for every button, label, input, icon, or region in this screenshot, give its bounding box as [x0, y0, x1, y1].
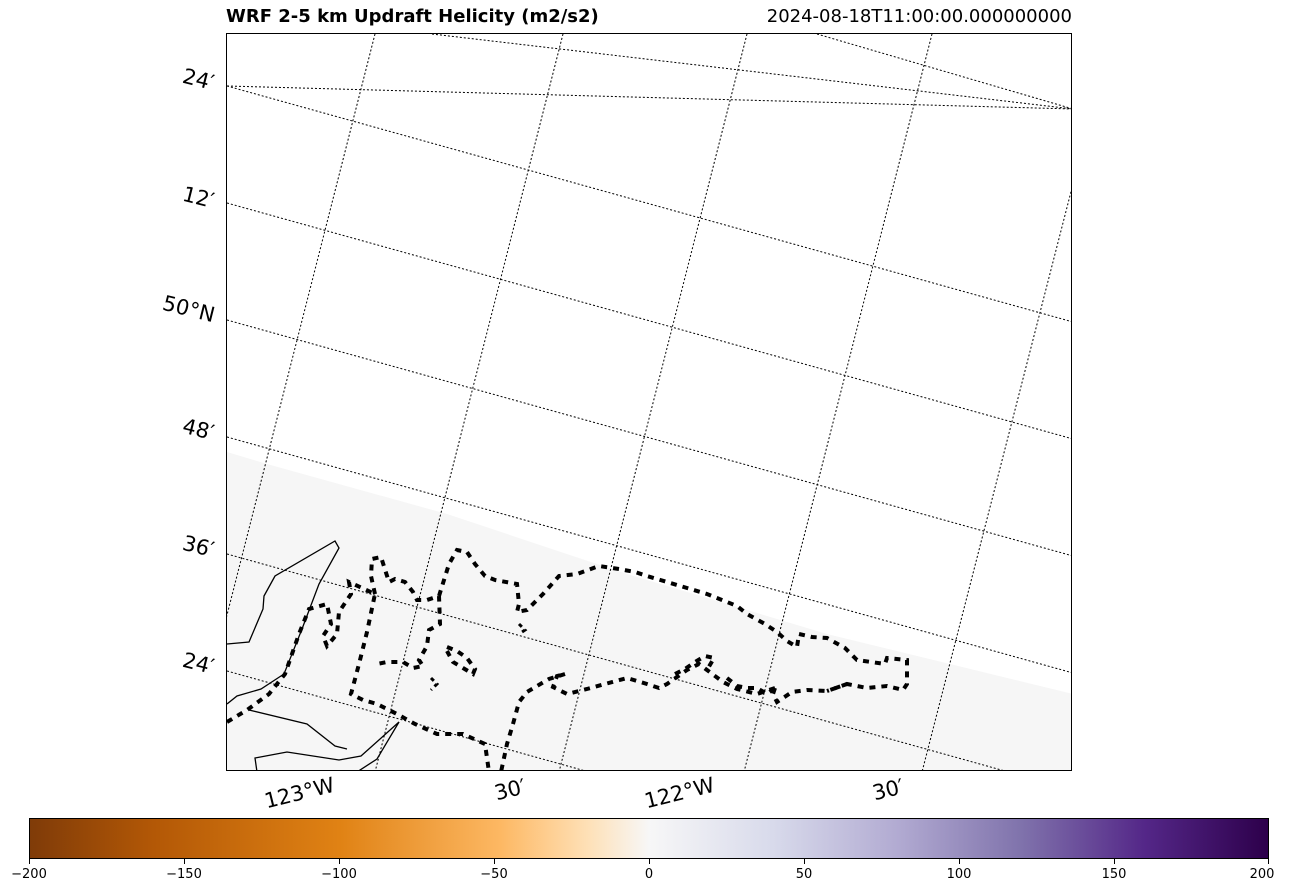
- helicity-field: [227, 452, 1071, 770]
- latitude-gridlines: [227, 34, 1071, 770]
- map-panel[interactable]: [226, 33, 1072, 771]
- island-outline: [429, 622, 528, 692]
- lat-label-5: 36′: [180, 531, 217, 562]
- colorbar-tickmark: [339, 859, 340, 864]
- lon-label-2: 30′: [492, 774, 529, 806]
- colorbar-tick-label: 50: [795, 867, 813, 882]
- lon-label-1: 123°W: [262, 772, 338, 814]
- colorbar-tickmark: [1268, 859, 1269, 864]
- lat-label-4: 48′: [180, 414, 217, 445]
- colorbar-tick-label: −150: [166, 867, 202, 882]
- colorbar-tick-label: −100: [321, 867, 357, 882]
- colorbar-tickmark: [29, 859, 30, 864]
- lat-label-top: 24′: [180, 64, 217, 95]
- colorbar-tickmark: [494, 859, 495, 864]
- colorbar-tick-label: 0: [644, 867, 654, 882]
- colorbar-tick-label: 100: [946, 867, 972, 882]
- colorbar-tick-label: 200: [1249, 867, 1275, 882]
- lon-label-3: 122°W: [642, 772, 718, 814]
- longitude-gridlines: [227, 34, 1071, 770]
- lat-label-2: 12′: [180, 182, 217, 213]
- colorbar-tickmark: [959, 859, 960, 864]
- colorbar-tickmark: [804, 859, 805, 864]
- colorbar-tick-label: −200: [11, 867, 47, 882]
- lat-label-3: 50°N: [160, 291, 218, 328]
- map-canvas: [227, 34, 1071, 770]
- colorbar-tickmark: [1114, 859, 1115, 864]
- valid-time: 2024-08-18T11:00:00.000000000: [766, 6, 1072, 27]
- colorbar: [29, 818, 1269, 859]
- lat-label-6: 24′: [180, 648, 217, 679]
- political-border: [227, 547, 909, 770]
- coastline: [227, 540, 400, 770]
- colorbar-tick-label: −50: [480, 867, 508, 882]
- colorbar-tickmark: [649, 859, 650, 864]
- colorbar-tick-label: 150: [1101, 867, 1127, 882]
- colorbar-tickmark: [184, 859, 185, 864]
- lon-label-4: 30′: [870, 774, 907, 806]
- map-title: WRF 2-5 km Updraft Helicity (m2/s2): [226, 6, 599, 27]
